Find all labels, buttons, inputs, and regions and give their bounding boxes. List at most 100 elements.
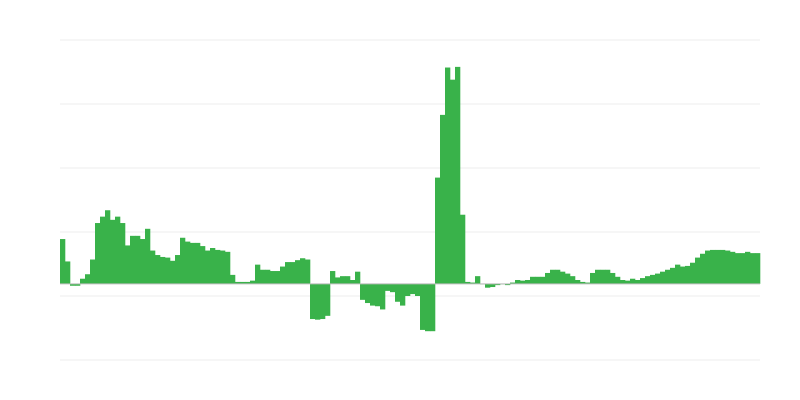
bar [380,283,386,310]
bar [715,249,721,284]
bar [750,253,756,284]
bar [290,262,296,284]
bar [220,250,226,284]
bar [520,280,526,284]
bar [610,272,616,284]
bar [140,239,146,284]
bar [180,237,186,284]
bar [295,260,301,284]
bar [205,250,211,284]
bar [490,283,496,288]
bar [110,219,116,284]
bar [410,283,416,295]
bar [515,280,521,284]
bar [135,235,141,284]
bar [280,266,286,284]
bar [100,216,106,284]
bar [300,258,306,284]
bar [730,251,736,284]
bar [510,282,516,284]
bar [560,271,566,284]
bar [450,79,456,284]
bar [330,271,336,284]
bar [390,283,396,293]
bar [550,269,556,284]
bar [170,260,176,284]
bar [505,283,511,286]
bar [260,269,266,284]
bar [185,241,191,284]
bar [265,269,271,284]
bar [690,262,696,284]
bar [95,223,101,284]
bar [210,248,216,284]
bar [350,280,356,284]
bar [425,283,431,332]
bar [670,267,676,284]
bar [310,283,316,320]
bar [655,273,661,284]
bar [725,250,731,284]
bar [740,253,746,284]
bar [575,280,581,284]
bar [255,264,261,284]
bar [665,269,671,284]
bar [340,276,346,284]
bar [235,281,241,284]
bar [80,278,86,284]
bar [645,276,651,284]
bar [240,281,246,284]
bar [745,251,751,284]
bar [155,255,161,284]
bar [475,276,481,284]
bar [375,283,381,307]
bar [175,255,181,284]
bar [605,269,611,284]
bar [190,242,196,284]
bar [585,282,591,284]
bar [75,283,81,286]
bar [630,278,636,284]
bar [325,283,331,316]
bar [420,283,426,330]
bar [595,269,601,284]
bar [90,259,96,284]
bar [755,253,761,284]
bar [485,283,491,288]
bar [695,257,701,284]
bar [120,223,126,284]
bar [580,281,586,284]
bar [735,253,741,284]
bar [360,283,366,300]
bar [60,239,66,284]
bar [555,269,561,284]
bar [600,269,606,284]
bar [355,271,361,284]
bar [455,66,461,284]
bar [430,283,436,332]
bar [435,177,441,284]
bar [700,253,706,284]
bar [615,276,621,284]
bar [165,257,171,284]
bar [625,280,631,284]
bar [680,266,686,284]
bar [145,228,151,284]
bar [150,250,156,284]
bar [320,283,326,320]
bar [270,271,276,284]
bar [245,281,251,284]
bar [285,262,291,284]
bar [445,67,451,284]
bar [570,276,576,284]
bar [590,272,596,284]
bar [160,256,166,284]
bar [440,114,446,284]
bar [370,283,376,306]
bar [335,277,341,284]
bar [530,276,536,284]
bar [65,261,71,284]
bar [315,283,321,320]
bar [275,271,281,284]
bar [195,242,201,284]
